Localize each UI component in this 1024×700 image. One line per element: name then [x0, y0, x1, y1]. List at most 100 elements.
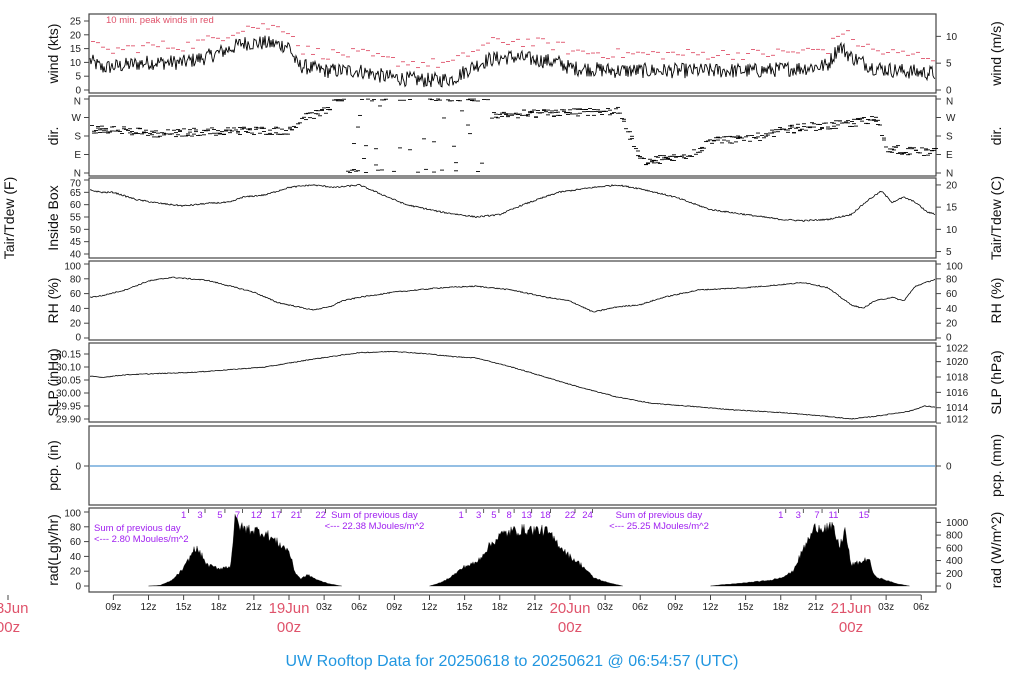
hour-marker: 3: [476, 510, 481, 521]
y-axis-label-right: Tair/Tdew (C): [988, 176, 1004, 260]
x-tick-label: 21z: [808, 602, 824, 613]
y-tick-label: 15: [70, 44, 82, 55]
x-tick-label: 12z: [702, 602, 718, 613]
y-tick-label-right: 10: [946, 225, 958, 236]
y-tick-label: N: [74, 97, 81, 108]
radiation-area-day-1: [148, 514, 342, 587]
x-tick-label: 09z: [105, 602, 121, 613]
x-tick-label: 03z: [316, 602, 332, 613]
hour-marker: 21: [291, 510, 302, 521]
day-hour-label: 00z: [558, 619, 582, 636]
x-tick-label: 18z: [773, 602, 789, 613]
y-axis-label-2: Inside Box: [45, 185, 61, 250]
x-tick-label: 12z: [140, 602, 156, 613]
hour-marker: 22: [315, 510, 326, 521]
panel-rad: 02040608010002004006008001000rad(Lgly/hr…: [45, 507, 1004, 593]
y-tick-label: 0: [75, 333, 81, 344]
y-axis-label: RH (%): [45, 278, 61, 324]
y-tick-label: 5: [75, 72, 81, 83]
y-axis-label: wind (kts): [45, 24, 61, 85]
y-tick-label-right: 200: [946, 569, 963, 580]
y-tick-label-right: 0: [946, 582, 952, 593]
x-tick-label: 09z: [667, 602, 683, 613]
radiation-area-day-2: [429, 524, 623, 587]
y-tick-label: 65: [70, 188, 82, 199]
y-tick-label-right: 1018: [946, 372, 969, 383]
hour-marker: 13: [521, 510, 532, 521]
daily-sum-label: Sum of previous day: [616, 510, 703, 521]
y-axis-label-right: wind (m/s): [988, 21, 1004, 87]
daily-sum-value: <--- 22.38 MJoules/m^2: [325, 521, 425, 532]
y-tick-label-right: 600: [946, 543, 963, 554]
day-label: 20Jun: [550, 600, 591, 617]
daily-sum-value: <--- 2.80 MJoules/m^2: [94, 534, 188, 545]
y-tick-label-right: 5: [946, 59, 952, 70]
hour-marker: 5: [217, 510, 222, 521]
day-hour-label: 00z: [839, 619, 863, 636]
x-tick-label: 06z: [351, 602, 367, 613]
x-tick-label: 18z: [492, 602, 508, 613]
y-tick-label-right: 5: [946, 247, 952, 258]
y-tick-label: W: [72, 113, 82, 124]
y-tick-label: 60: [70, 537, 82, 548]
hour-marker: 1: [181, 510, 186, 521]
y-tick-label: 29.90: [56, 415, 81, 426]
daily-sum-label: Sum of previous day: [331, 510, 418, 521]
x-tick-label: 15z: [457, 602, 473, 613]
y-axis-label-right: SLP (hPa): [988, 350, 1004, 414]
hour-marker: 12: [251, 510, 262, 521]
y-tick-label: 100: [64, 509, 81, 520]
y-tick-label: S: [74, 132, 81, 143]
y-tick-label-right: 800: [946, 531, 963, 542]
y-tick-label: E: [74, 150, 81, 161]
y-tick-label: N: [74, 169, 81, 180]
hour-marker: 11: [829, 510, 839, 521]
y-tick-label-right: 400: [946, 556, 963, 567]
y-tick-label: 70: [70, 179, 82, 190]
x-tick-label: 21z: [246, 602, 262, 613]
y-tick-label-right: 15: [946, 203, 958, 214]
rh-line: [89, 276, 936, 313]
y-tick-label-right: E: [946, 150, 953, 161]
y-axis-label: pcp. (in): [45, 440, 61, 491]
y-tick-label-right: 0: [946, 333, 952, 344]
y-tick-label-right: 1012: [946, 415, 969, 426]
y-tick-label-right: 0: [946, 86, 952, 97]
y-tick-label: 45: [70, 237, 82, 248]
hour-marker: 8: [506, 510, 511, 521]
y-tick-label-right: 1022: [946, 344, 969, 355]
y-tick-label-right: S: [946, 132, 953, 143]
panel-frame: [88, 13, 937, 94]
y-axis-label: Tair/Tdew (F): [1, 177, 17, 259]
y-tick-label-right: 10: [946, 32, 958, 43]
x-tick-label: 09z: [386, 602, 402, 613]
y-tick-label: 50: [70, 225, 82, 236]
x-tick-label: 06z: [913, 602, 929, 613]
y-tick-label: 0: [75, 462, 81, 473]
hour-marker: 1: [458, 510, 463, 521]
wind-speed-line: [89, 35, 936, 88]
panel-frame: [88, 95, 937, 177]
y-axis-label: dir.: [45, 127, 61, 146]
daily-sum-value: <--- 25.25 MJoules/m^2: [609, 521, 709, 532]
slp-line: [89, 350, 936, 420]
y-tick-label-right: 0: [946, 462, 952, 473]
y-axis-label: SLP (inHg): [45, 348, 61, 416]
y-tick-label: 100: [64, 262, 81, 273]
y-tick-label-right: 1016: [946, 388, 969, 399]
y-tick-label-right: 1000: [946, 518, 969, 529]
day-label: 21Jun: [831, 600, 872, 617]
y-tick-label-right: 1014: [946, 403, 969, 414]
y-tick-label: 80: [70, 522, 82, 533]
y-tick-label: 10: [70, 58, 82, 69]
hour-marker: 7: [235, 510, 240, 521]
y-tick-label-right: 80: [946, 274, 958, 285]
y-tick-label: 25: [70, 17, 82, 28]
y-tick-label: 30.15: [56, 350, 81, 361]
x-tick-label: 18z: [211, 602, 227, 613]
panel-frame: [88, 177, 937, 259]
